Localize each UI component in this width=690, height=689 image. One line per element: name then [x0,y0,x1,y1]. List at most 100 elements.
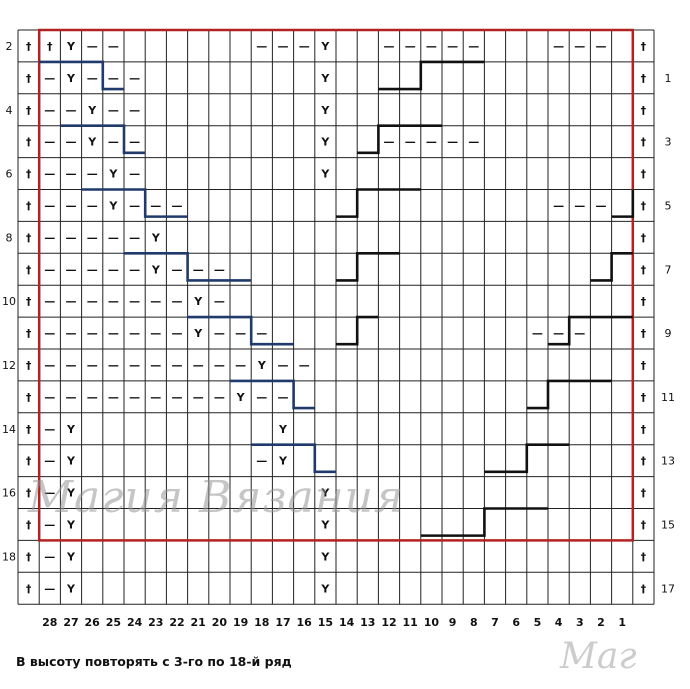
edge-stitch-symbol: † [641,423,647,436]
edge-stitch-symbol: † [26,295,32,308]
purl-symbol: — [172,295,183,308]
row-number-right: 17 [661,582,675,595]
yarn-over-symbol: Y [66,423,76,436]
purl-symbol: — [66,263,77,276]
edge-stitch-symbol: † [641,72,647,85]
repeat-instruction: В высоту повторять с 3-го по 18-й ряд [16,654,292,669]
edge-stitch-symbol: † [26,518,32,531]
black-step-line [611,189,635,218]
purl-symbol: — [193,263,204,276]
edge-stitch-symbol: † [641,518,647,531]
purl-symbol: — [172,327,183,340]
edge-stitch-symbol: † [641,104,647,117]
purl-symbol: — [574,327,585,340]
purl-symbol: — [44,391,55,404]
black-step-line [378,60,485,91]
yarn-over-symbol: Y [236,391,246,404]
row-number-left: 16 [2,487,16,500]
column-number: 5 [534,616,542,629]
edge-stitch-symbol: † [26,550,32,563]
purl-symbol: — [256,455,267,468]
purl-symbol: — [108,359,119,372]
purl-symbol: — [44,263,55,276]
purl-symbol: — [214,295,225,308]
edge-stitch-symbol: † [26,487,32,500]
purl-symbol: — [108,391,119,404]
column-number: 9 [449,616,457,629]
purl-symbol: — [405,40,416,53]
column-number: 23 [148,616,163,629]
purl-symbol: — [44,295,55,308]
yarn-over-symbol: Y [193,295,203,308]
purl-symbol: — [129,263,140,276]
column-number: 8 [470,616,478,629]
yarn-over-symbol: Y [257,359,267,372]
purl-symbol: — [66,231,77,244]
row-number-left: 18 [2,550,16,563]
purl-symbol: — [66,199,77,212]
edge-stitch-symbol: † [26,168,32,181]
yarn-over-symbol: Y [320,582,330,595]
purl-symbol: — [214,359,225,372]
purl-symbol: — [553,327,564,340]
row-number-right: 15 [661,518,675,531]
purl-symbol: — [44,518,55,531]
yarn-over-symbol: Y [66,40,76,53]
purl-symbol: — [87,327,98,340]
edge-stitch-symbol: † [641,199,647,212]
purl-symbol: — [193,359,204,372]
row-number-left: 14 [2,423,16,436]
edge-stitch-symbol: † [26,104,32,117]
purl-symbol: — [129,168,140,181]
yarn-over-symbol: Y [320,168,330,181]
blue-step-line [124,252,252,282]
edge-stitch-symbol: † [26,199,32,212]
purl-symbol: — [44,550,55,563]
purl-symbol: — [426,136,437,149]
column-number: 25 [106,616,121,629]
row-number-left: 10 [2,295,16,308]
purl-symbol: — [44,327,55,340]
purl-symbol: — [44,455,55,468]
edge-stitch-symbol: † [641,136,647,149]
edge-stitch-symbol: † [641,391,647,404]
row-number-left: 6 [6,168,13,181]
column-number: 7 [491,616,499,629]
purl-symbol: — [172,199,183,212]
purl-symbol: — [468,136,479,149]
edge-stitch-symbol: † [641,263,647,276]
purl-symbol: — [596,40,607,53]
blue-step-line [251,443,336,474]
column-number: 6 [512,616,520,629]
purl-symbol: — [553,40,564,53]
edge-stitch-symbol: † [641,231,647,244]
edge-stitch-symbol: † [26,423,32,436]
column-number: 15 [318,616,333,629]
purl-symbol: — [44,72,55,85]
purl-symbol: — [150,391,161,404]
purl-symbol: — [108,104,119,117]
yarn-over-symbol: Y [66,487,76,500]
edge-stitch-symbol: † [47,40,53,53]
black-step-line [484,443,570,474]
purl-symbol: — [87,168,98,181]
edge-stitch-symbol: † [26,391,32,404]
purl-symbol: — [214,327,225,340]
purl-symbol: — [87,72,98,85]
purl-symbol: — [66,104,77,117]
purl-symbol: — [129,199,140,212]
purl-symbol: — [66,168,77,181]
purl-symbol: — [235,327,246,340]
purl-symbol: — [447,136,458,149]
purl-symbol: — [44,487,55,500]
purl-symbol: — [66,136,77,149]
yarn-over-symbol: Y [66,455,76,468]
purl-symbol: — [44,136,55,149]
edge-stitch-symbol: † [26,136,32,149]
purl-symbol: — [129,231,140,244]
edge-stitch-symbol: † [26,582,32,595]
purl-symbol: — [384,136,395,149]
black-step-line [336,315,379,346]
row-number-right: 13 [661,455,675,468]
yarn-over-symbol: Y [87,136,97,149]
